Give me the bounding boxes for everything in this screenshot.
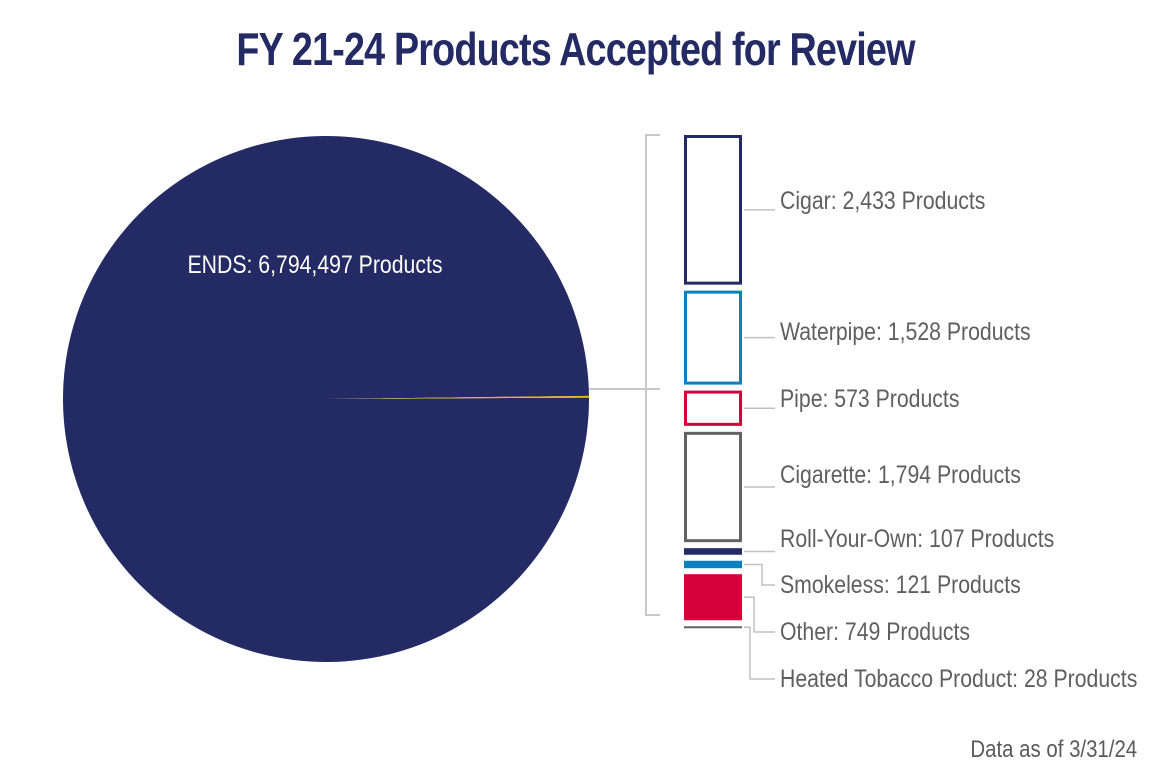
bar-segment-cigar bbox=[684, 135, 742, 285]
pie-slice-other bbox=[326, 395, 589, 399]
chart-title: FY 21-24 Products Accepted for Review bbox=[236, 23, 915, 75]
bar-bracket bbox=[645, 134, 660, 616]
bar-label: Roll-Your-Own: 107 Products bbox=[780, 524, 1054, 552]
bar-segment-cigarette bbox=[684, 431, 742, 543]
bar-segment-waterpipe bbox=[684, 290, 742, 385]
bar-label: Other: 749 Products bbox=[780, 617, 970, 645]
bar-label: Cigar: 2,433 Products bbox=[780, 186, 985, 214]
bar-label: Waterpipe: 1,528 Products bbox=[780, 317, 1031, 345]
bar-segment-pipe bbox=[684, 390, 742, 426]
bar-segment-other bbox=[684, 574, 742, 621]
bar-label: Heated Tobacco Product: 28 Products bbox=[780, 664, 1137, 692]
bar-label: Smokeless: 121 Products bbox=[780, 570, 1021, 598]
bar-segment-roll-your-own bbox=[684, 548, 742, 555]
bar-label: Cigarette: 1,794 Products bbox=[780, 460, 1021, 488]
bar-leader-line bbox=[744, 626, 775, 680]
bar-segment-heated-tobacco-product bbox=[684, 626, 742, 629]
bar-leader-line bbox=[744, 596, 775, 633]
bar-leader-line bbox=[744, 563, 775, 586]
pie-slice-ends bbox=[63, 136, 590, 663]
data-date-note: Data as of 3/31/24 bbox=[970, 736, 1137, 763]
pie-label-ends: ENDS: 6,794,497 Products bbox=[187, 250, 442, 278]
bar-label: Pipe: 573 Products bbox=[780, 384, 959, 412]
bar-segment-smokeless bbox=[684, 560, 742, 569]
